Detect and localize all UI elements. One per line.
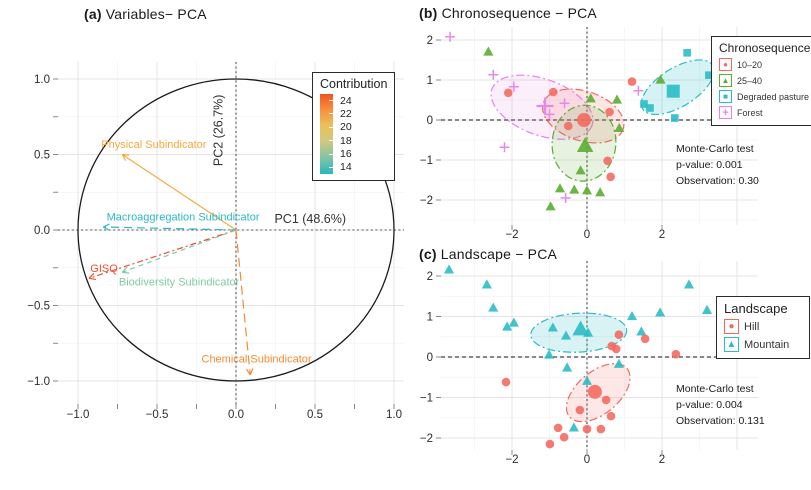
landscape-legend-items: ● Hill ▲ Mountain	[724, 319, 802, 352]
svg-text:Chemical Subindicator: Chemical Subindicator	[202, 353, 312, 365]
annotation-line: p-value: 0.004	[676, 398, 743, 411]
panel-b-title-tag: (b)	[419, 5, 438, 21]
svg-text:2: 2	[659, 454, 665, 466]
svg-text:−2: −2	[420, 433, 433, 445]
legend-item-label: 10–20	[737, 59, 763, 70]
svg-text:1: 1	[427, 312, 433, 324]
colorbar-tick-label: 14	[340, 160, 352, 173]
legend-item-label: 25–40	[737, 75, 763, 86]
svg-text:−1.0: −1.0	[27, 376, 50, 388]
legend-item: ● 10–20	[719, 58, 810, 71]
monte-carlo-annotation-c: Monte-Carlo test p-value: 0.004 Observat…	[676, 382, 765, 429]
chronosequence-legend-title: Chronosequence	[719, 41, 811, 55]
svg-text:0.5: 0.5	[34, 150, 50, 162]
svg-text:0.0: 0.0	[228, 409, 244, 421]
legend-item: ▲ Mountain	[724, 337, 802, 352]
legend-item-label: Forest	[737, 107, 763, 118]
panel-b-title: (b) Chronosequence − PCA	[419, 5, 597, 21]
square-marker-icon: ■	[719, 90, 732, 103]
annotation-line: p-value: 0.001	[676, 158, 743, 171]
svg-text:0: 0	[427, 115, 433, 127]
legend-item-label: Hill	[744, 320, 760, 333]
svg-text:1.0: 1.0	[34, 74, 50, 86]
svg-text:−2: −2	[505, 454, 518, 466]
legend-item: ▲ 25–40	[719, 74, 810, 87]
svg-text:Physical Subindicator: Physical Subindicator	[101, 139, 207, 151]
colorbar-tick-label: 18	[340, 134, 352, 147]
svg-text:2: 2	[659, 229, 665, 241]
landscape-legend: Landscape ● Hill ▲ Mountain	[716, 296, 810, 359]
svg-text:0.0: 0.0	[34, 225, 50, 237]
svg-text:GISQ: GISQ	[90, 263, 118, 275]
panel-c-plot: 2 1 0 −1 −2 −2 0 2	[420, 261, 758, 466]
svg-text:−1.0: −1.0	[67, 409, 90, 421]
legend-item: + Forest	[719, 106, 810, 119]
colorbar-tick-label: 16	[340, 147, 352, 160]
contribution-colorbar-labels: 24 22 20 18 16 14	[340, 94, 352, 174]
svg-text:0.5: 0.5	[307, 409, 323, 421]
svg-text:Macroaggregation Subindicator: Macroaggregation Subindicator	[107, 211, 260, 223]
svg-text:−0.5: −0.5	[146, 409, 169, 421]
annotation-line: Monte-Carlo test	[676, 383, 754, 395]
contribution-legend: Contribution 24 22 20 18 16 14	[312, 72, 396, 181]
svg-text:2: 2	[427, 271, 433, 283]
plus-marker-icon: +	[719, 106, 732, 119]
svg-text:2: 2	[427, 35, 433, 47]
svg-text:−1: −1	[420, 393, 433, 405]
svg-text:−2: −2	[505, 229, 518, 241]
contribution-colorbar	[320, 94, 333, 174]
circle-marker-icon: ●	[724, 319, 739, 334]
legend-item-label: Degraded pasture	[737, 91, 810, 102]
annotation-line: Observation: 0.30	[676, 174, 759, 187]
panel-b-title-text: Chronosequence − PCA	[437, 5, 597, 21]
legend-item: ■ Degraded pasture	[719, 90, 810, 103]
monte-carlo-annotation-b: Monte-Carlo test p-value: 0.001 Observat…	[676, 142, 759, 189]
panel-a-title-tag: (a)	[84, 6, 102, 22]
panel-c-title-tag: (c)	[419, 246, 437, 262]
contribution-colorbar-body: 24 22 20 18 16 14	[320, 94, 387, 174]
svg-text:0: 0	[584, 454, 590, 466]
annotation-line: Observation: 0.131	[676, 414, 765, 427]
panel-b-plot: 2 1 0 −1 −2 −2 0 2	[420, 27, 758, 241]
svg-text:−0.5: −0.5	[27, 301, 50, 313]
landscape-legend-title: Landscape	[724, 301, 788, 316]
panel-c-title: (c) Landscape − PCA	[419, 246, 557, 262]
colorbar-tick-label: 24	[340, 95, 352, 107]
svg-text:0: 0	[584, 229, 590, 241]
svg-text:1.0: 1.0	[386, 409, 402, 421]
panel-a-title: (a) Variables− PCA	[84, 6, 207, 22]
chronosequence-legend-items: ● 10–20 ▲ 25–40 ■ Degraded pasture + Forest	[719, 58, 810, 119]
svg-text:0: 0	[427, 352, 433, 364]
legend-item-label: Mountain	[744, 338, 790, 351]
triangle-marker-icon: ▲	[724, 337, 739, 352]
panel-a-title-text: Variables− PCA	[101, 6, 207, 22]
svg-text:Biodiversity Subindicator: Biodiversity Subindicator	[119, 276, 240, 288]
svg-text:PC2 (26.7%): PC2 (26.7%)	[212, 95, 226, 167]
colorbar-tick-label: 22	[340, 108, 352, 121]
svg-text:PC1 (48.6%): PC1 (48.6%)	[274, 212, 346, 226]
annotation-line: Monte-Carlo test	[676, 143, 754, 155]
circle-marker-icon: ●	[719, 58, 732, 71]
panel-c-title-text: Landscape − PCA	[436, 246, 558, 262]
legend-item: ● Hill	[724, 319, 802, 334]
svg-text:−2: −2	[420, 195, 433, 207]
svg-text:1: 1	[427, 75, 433, 87]
triangle-marker-icon: ▲	[719, 74, 732, 87]
colorbar-tick-label: 20	[340, 121, 352, 134]
svg-text:−1: −1	[420, 155, 433, 167]
contribution-legend-title: Contribution	[320, 77, 388, 91]
chronosequence-legend: Chronosequence ● 10–20 ▲ 25–40 ■ Degraded pas…	[711, 36, 811, 126]
